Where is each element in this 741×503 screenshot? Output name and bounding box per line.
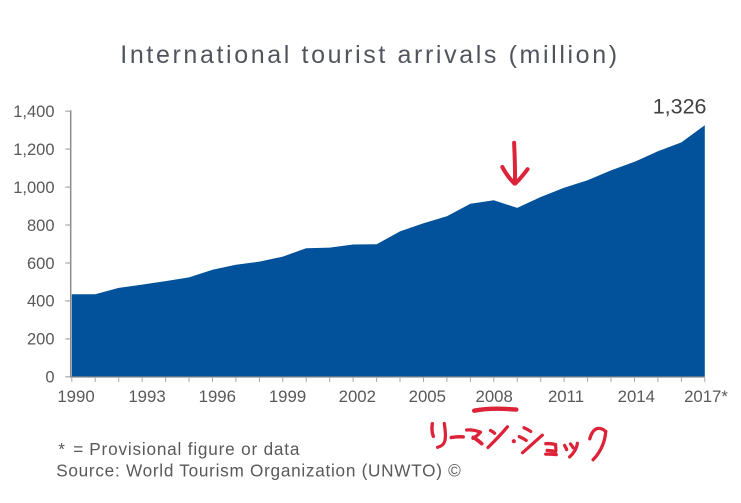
svg-text:800: 800 (27, 217, 55, 235)
svg-text:1,326: 1,326 (653, 95, 707, 119)
svg-text:Provisional figure or data: Provisional figure or data (89, 439, 300, 459)
svg-text:1,400: 1,400 (13, 103, 54, 121)
svg-text:1999: 1999 (269, 387, 306, 406)
svg-text:400: 400 (27, 293, 55, 311)
svg-text:*: * (58, 439, 65, 459)
svg-text:=: = (73, 439, 83, 459)
svg-text:1,000: 1,000 (13, 179, 54, 197)
svg-text:1996: 1996 (199, 387, 236, 406)
svg-text:1993: 1993 (128, 387, 165, 406)
svg-text:2005: 2005 (409, 387, 446, 406)
svg-text:2014: 2014 (618, 387, 655, 406)
svg-text:International tourist arrivals: International tourist arrivals (million) (120, 41, 619, 69)
svg-text:200: 200 (27, 331, 55, 349)
svg-text:600: 600 (27, 255, 55, 273)
svg-text:Source: World Tourism Organiza: Source: World Tourism Organization (UNWT… (56, 461, 461, 481)
svg-text:0: 0 (45, 369, 54, 387)
svg-text:2002: 2002 (339, 387, 376, 406)
svg-text:1990: 1990 (57, 387, 94, 406)
svg-text:1,200: 1,200 (13, 141, 54, 159)
svg-text:2017*: 2017* (684, 387, 728, 406)
svg-text:2008: 2008 (476, 387, 513, 406)
svg-text:2011: 2011 (548, 387, 584, 406)
